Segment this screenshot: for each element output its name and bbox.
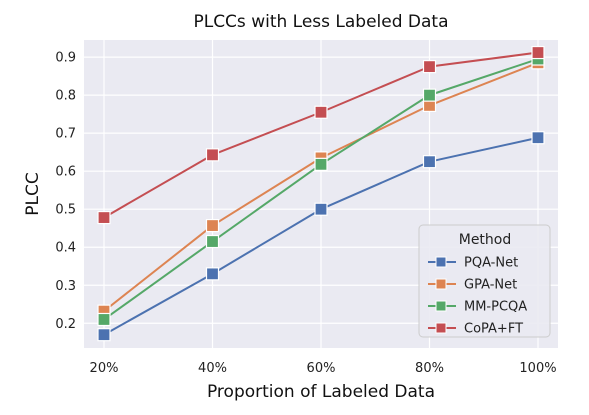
x-tick-label: 60% [307,361,336,376]
data-point-copa-ft [422,60,437,74]
x-tick-label: 20% [90,361,119,376]
x-tick-label: 40% [198,361,227,376]
legend-label: GPA-Net [464,278,517,293]
y-tick-labels: 0.2 0.3 0.4 0.5 0.6 0.7 0.8 0.9 [55,51,76,332]
x-tick-label: 80% [415,361,444,376]
y-tick-label: 0.6 [55,165,76,180]
legend-box [418,224,551,338]
series-pqa-net [97,131,545,342]
series-layer [97,45,545,342]
data-point-copa-ft [205,148,220,162]
legend-label: MM-PCQA [464,300,527,315]
y-axis-label: PLCC [23,172,43,215]
y-tick-label: 0.8 [55,89,76,104]
data-point-pqa-net [314,202,328,216]
legend-label: PQA-Net [464,256,518,271]
x-tick-labels: 20% 40% 60% 80% 100% [90,361,557,376]
x-axis-label: Proportion of Labeled Data [207,382,435,402]
data-point-pqa-net [205,267,220,281]
y-tick-label: 0.2 [55,317,76,332]
data-point-mm-pcqa [422,88,437,102]
series-copa-ft [97,45,545,225]
data-point-gpa-net [205,218,220,233]
data-point-mm-pcqa [205,234,220,249]
legend-item-copa-ft: CoPA+FT [428,322,523,337]
data-point-mm-pcqa [314,157,328,171]
x-tick-label: 100% [519,361,556,376]
y-tick-label: 0.3 [55,279,76,294]
data-point-mm-pcqa [97,312,111,327]
y-tick-label: 0.7 [55,127,76,142]
legend-marker [435,256,447,268]
legend-marker [435,278,447,290]
chart-title: PLCCs with Less Labeled Data [193,12,448,32]
y-tick-label: 0.4 [55,241,76,256]
data-point-copa-ft [531,45,545,60]
legend-item-pqa-net: PQA-Net [428,256,518,271]
y-tick-label: 0.5 [55,203,76,218]
legend-marker [435,300,447,312]
legend-title: Method [459,232,512,248]
data-point-copa-ft [97,210,111,225]
legend-item-gpa-net: GPA-Net [428,278,517,293]
legend-label: CoPA+FT [464,322,523,337]
legend-item-mm-pcqa: MM-PCQA [428,300,527,315]
data-point-pqa-net [97,328,111,342]
data-point-pqa-net [531,131,545,145]
data-point-copa-ft [314,105,328,119]
grid [84,40,558,348]
legend-marker [435,322,447,334]
data-point-pqa-net [422,155,437,169]
y-tick-label: 0.9 [55,51,76,66]
legend: Method PQA-Net GPA-Net MM-PCQA CoPA+FT [418,224,551,338]
